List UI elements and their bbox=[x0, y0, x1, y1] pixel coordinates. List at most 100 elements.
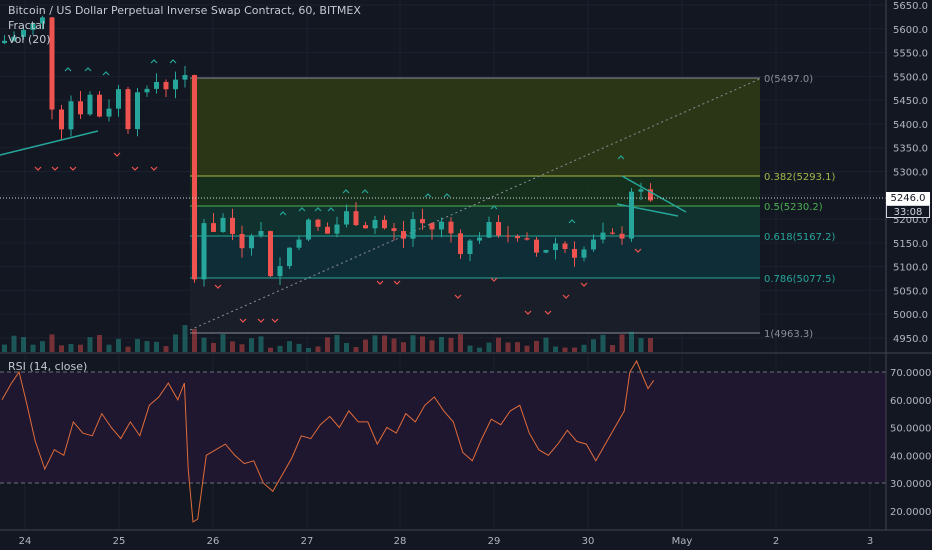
candle-body bbox=[372, 219, 378, 229]
time-tick-label: 29 bbox=[488, 536, 501, 547]
rsi-legend[interactable]: RSI (14, close) bbox=[8, 360, 88, 373]
volume-bar bbox=[524, 345, 530, 352]
volume-bar bbox=[40, 341, 45, 352]
volume-bar bbox=[344, 342, 349, 352]
candle-body bbox=[477, 237, 482, 241]
pennant-upper-line[interactable] bbox=[621, 175, 687, 213]
fib-level-label: 1(4963.3) bbox=[764, 329, 813, 340]
volume-bar bbox=[581, 344, 587, 352]
fractal-down-icon bbox=[131, 166, 139, 171]
candle-body bbox=[391, 228, 397, 232]
support-trendline[interactable] bbox=[0, 130, 99, 156]
fractal-up-icon bbox=[84, 67, 92, 72]
time-tick-label: 26 bbox=[207, 536, 220, 547]
volume-bar bbox=[287, 341, 292, 352]
candle-body bbox=[382, 219, 387, 229]
volume-bar bbox=[648, 338, 653, 352]
fib-level-label: 0.618(5167.2) bbox=[764, 232, 836, 243]
fractal-down-icon bbox=[34, 166, 42, 171]
rsi-tick-label: 30.0000 bbox=[890, 479, 931, 490]
volume-bar bbox=[173, 334, 178, 352]
candle-body bbox=[619, 233, 625, 239]
rsi-tick-label: 70.0000 bbox=[890, 368, 931, 379]
candle-body bbox=[610, 232, 615, 234]
fractal-up-icon bbox=[327, 207, 335, 212]
volume-legend[interactable]: Vol (20) bbox=[8, 33, 51, 46]
fractal-up-icon bbox=[617, 155, 625, 160]
candle-body bbox=[458, 233, 463, 255]
candle-body bbox=[534, 239, 539, 253]
candle-body bbox=[315, 219, 321, 227]
candle-body bbox=[87, 94, 93, 115]
volume-bar bbox=[211, 342, 216, 352]
volume-bar bbox=[619, 334, 625, 352]
candle-body bbox=[600, 232, 606, 240]
time-tick-label: 28 bbox=[394, 536, 407, 547]
fib-trend-line[interactable] bbox=[189, 77, 763, 331]
volume-bar bbox=[410, 335, 416, 352]
time-tick-label: 30 bbox=[582, 536, 595, 547]
candle-body bbox=[420, 219, 425, 224]
fractal-up-icon bbox=[568, 219, 576, 224]
price-tick-label: 5550.0 bbox=[893, 49, 928, 60]
fractal-down-icon bbox=[214, 284, 222, 289]
volume-bar bbox=[458, 334, 463, 352]
fib-zone bbox=[190, 206, 760, 236]
volume-bar bbox=[296, 343, 302, 352]
candle-body bbox=[182, 75, 188, 80]
volume-bar bbox=[638, 338, 644, 352]
volume-bar bbox=[21, 337, 26, 352]
fractal-up-icon bbox=[424, 193, 432, 198]
pennant-lower-line[interactable] bbox=[616, 203, 679, 217]
volume-bar bbox=[534, 340, 539, 352]
price-tick-label: 5450.0 bbox=[893, 96, 928, 107]
rsi-tick-label: 40.0000 bbox=[890, 451, 931, 462]
fractal-up-icon bbox=[342, 189, 350, 194]
fractal-down-icon bbox=[257, 318, 265, 323]
fractal-down-icon bbox=[113, 152, 121, 157]
candle-body bbox=[287, 247, 292, 267]
rsi-tick-label: 50.0000 bbox=[890, 424, 931, 435]
volume-bar bbox=[49, 334, 55, 352]
volume-bar bbox=[87, 337, 93, 352]
time-tick-label: 2 bbox=[773, 536, 779, 547]
volume-bar bbox=[144, 341, 150, 352]
fractal-down-icon bbox=[454, 294, 462, 299]
time-axis[interactable]: 24 25 26 27 28 29 30 May 2 3 bbox=[19, 536, 874, 547]
fractal-legend[interactable]: Fractal bbox=[8, 19, 45, 32]
fib-retracement[interactable]: 0(5497.0) 0.382(5293.1) 0.5(5230.2) 0.618(5… bbox=[190, 74, 836, 340]
candle-body bbox=[268, 231, 273, 277]
price-axis[interactable]: 5650.0 5600.0 5550.0 5500.0 5450.0 5400.0 5350… bbox=[893, 1, 928, 345]
candle-body bbox=[49, 17, 55, 110]
volume-bar bbox=[59, 345, 64, 352]
symbol-title[interactable]: Bitcoin / US Dollar Perpetual Inverse Sw… bbox=[8, 4, 361, 17]
volume-bar bbox=[192, 328, 197, 352]
price-tick-label: 5100.0 bbox=[893, 263, 928, 274]
fractal-down-icon bbox=[634, 248, 642, 253]
volume-bar bbox=[363, 339, 368, 352]
volume-bar bbox=[106, 344, 112, 352]
fractal-up-icon bbox=[490, 205, 498, 210]
candle-body bbox=[581, 249, 587, 258]
rsi-axis[interactable]: 70.0000 60.0000 50.0000 40.0000 30.0000 20.00… bbox=[890, 368, 931, 518]
candle-body bbox=[306, 219, 311, 240]
candle-body bbox=[230, 217, 235, 234]
candle-body bbox=[562, 243, 568, 249]
candle-body bbox=[344, 211, 349, 225]
volume-bar bbox=[382, 335, 387, 352]
candle-body bbox=[21, 29, 26, 37]
candle-body bbox=[648, 189, 653, 201]
volume-bar bbox=[334, 334, 340, 352]
candle-body bbox=[78, 101, 83, 115]
volume-bar bbox=[182, 325, 188, 352]
candle-body bbox=[410, 219, 416, 239]
volume-bar bbox=[154, 341, 159, 352]
candle-body bbox=[629, 191, 634, 239]
candle-body bbox=[486, 222, 492, 238]
candle-body bbox=[97, 94, 102, 117]
volume-bar bbox=[543, 337, 549, 352]
candle-body bbox=[296, 239, 302, 248]
fib-zone bbox=[190, 236, 760, 278]
price-tick-label: 5400.0 bbox=[893, 120, 928, 131]
